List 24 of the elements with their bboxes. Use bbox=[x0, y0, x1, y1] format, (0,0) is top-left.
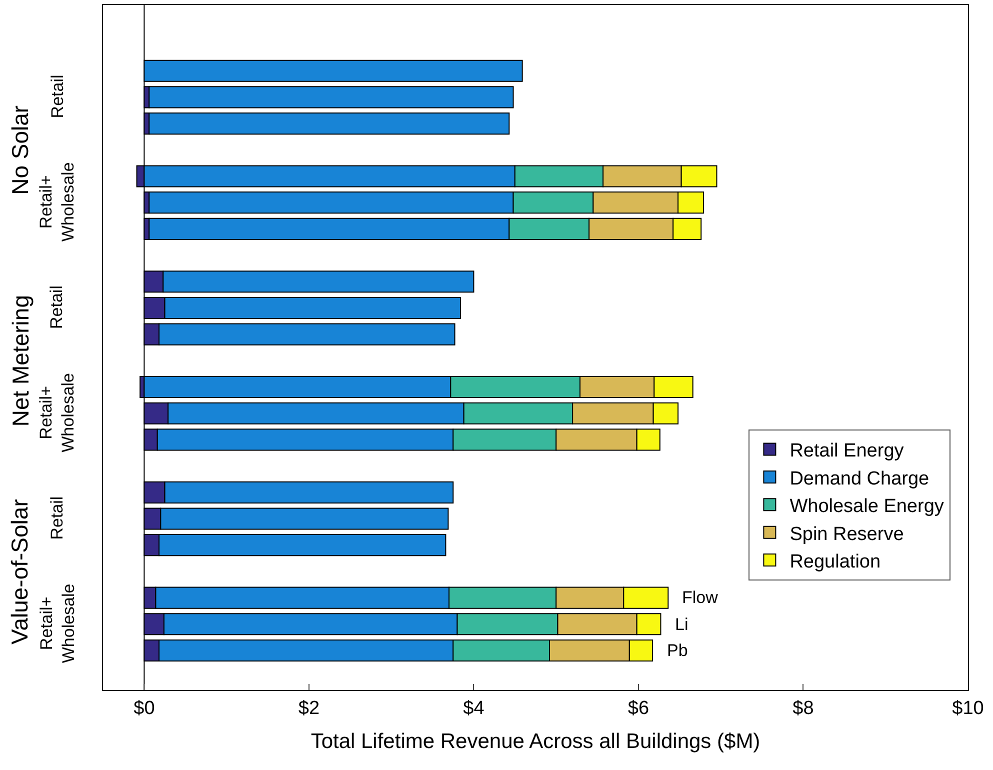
annotation: Li bbox=[675, 615, 688, 634]
x-tick-label: $2 bbox=[298, 698, 320, 719]
text: Value-of-Solar bbox=[6, 498, 33, 644]
text: Retail+ Wholesale bbox=[36, 162, 78, 242]
legend-label: Retail Energy bbox=[790, 440, 904, 462]
x-tick-label: $6 bbox=[628, 698, 650, 719]
text: Retail+ Wholesale bbox=[36, 584, 78, 664]
text: Net Metering bbox=[7, 295, 34, 427]
x-tick-label: $8 bbox=[792, 698, 814, 719]
legend-label: Spin Reserve bbox=[790, 524, 904, 545]
text: Retail bbox=[48, 74, 67, 118]
x-tick-label: $4 bbox=[463, 698, 485, 719]
x-axis-title: Total Lifetime Revenue Across all Buildings ($M) bbox=[310, 730, 760, 753]
annotation: Flow bbox=[682, 588, 719, 607]
annotation: Pb bbox=[667, 641, 688, 660]
text: Retail bbox=[47, 496, 66, 540]
text: Retail bbox=[47, 286, 66, 329]
x-tick-label: $10 bbox=[952, 698, 984, 719]
x-tick-label: $0 bbox=[134, 698, 155, 719]
legend-label: Wholesale Energy bbox=[790, 496, 944, 518]
legend-label: Regulation bbox=[790, 551, 881, 572]
text: No Solar bbox=[7, 105, 34, 195]
text: Retail+ Wholesale bbox=[36, 372, 78, 452]
legend-label: Demand Charge bbox=[790, 468, 930, 490]
